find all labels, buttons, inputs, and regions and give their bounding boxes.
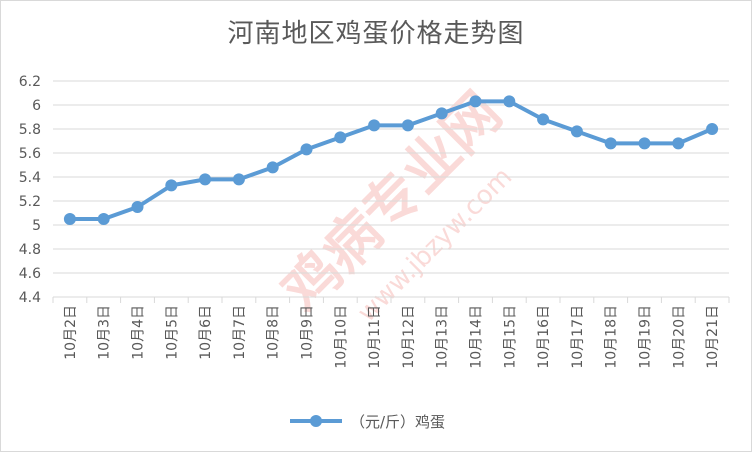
grid-layer [53,80,729,274]
y-tick-label: 4.4 [19,290,41,306]
y-tick-label: 6.2 [19,74,41,90]
series-layer [63,95,719,225]
y-tick-label: 4.6 [19,266,41,282]
data-point [638,137,651,150]
x-tick-label: 10月9日 [300,305,316,360]
data-point [503,95,516,108]
x-tick-label: 10月5日 [164,305,180,360]
x-tick-label: 10月13日 [435,305,451,369]
data-point [604,137,617,150]
y-tick-label: 5 [32,218,41,234]
y-tick-label: 6 [32,98,41,114]
label-layer: 4.4 4.6 4.8 5 5.2 5.4 5.6 5.8 6 6.2 10月2日 10月3日 10月4… [19,74,721,369]
x-tick-label: 10月2日 [63,305,79,360]
data-point [266,161,279,174]
x-tick-label: 10月14日 [469,305,485,369]
legend: （元/斤）鸡蛋 [290,409,445,433]
x-tick-label: 10月3日 [97,305,113,360]
data-point [469,95,482,108]
y-tick-label: 4.8 [19,242,41,258]
data-point [131,201,144,213]
y-tick-label: 5.2 [19,194,41,210]
x-tick-label: 10月20日 [671,305,687,369]
axis-layer [52,296,730,303]
data-point [63,213,76,225]
data-point [97,213,110,225]
x-tick-label: 10月6日 [198,305,214,360]
x-tick-label: 10月21日 [705,305,721,369]
data-point [401,119,414,132]
x-tick-label: 10月15日 [502,305,518,369]
x-tick-label: 10月12日 [401,305,417,369]
data-point [165,179,178,192]
legend-series-label: （元/斤）鸡蛋 [350,412,446,431]
data-point [368,119,381,132]
x-tick-label: 10月16日 [536,305,552,369]
data-point [672,137,685,150]
x-tick-label: 10月10日 [333,305,349,369]
data-point [537,113,550,126]
x-tick-label: 10月8日 [266,305,282,360]
data-point [706,123,719,135]
data-point [334,131,347,144]
y-tick-label: 5.8 [19,122,41,138]
x-tick-label: 10月19日 [638,305,654,369]
y-tick-label: 5.4 [19,170,41,186]
x-tick-label: 10月7日 [232,305,248,360]
x-tick-label: 10月4日 [131,305,147,360]
chart-title: 河南地区鸡蛋价格走势图 [227,19,525,49]
data-point [199,173,212,186]
x-tick-label: 10月17日 [570,305,586,369]
x-tick-label: 10月18日 [604,305,620,369]
x-tick-label: 10月11日 [367,305,383,369]
data-point [570,125,583,138]
legend-line-marker [290,414,342,428]
data-point [300,143,313,156]
data-point [232,173,245,186]
data-point [435,107,448,120]
y-tick-label: 5.6 [19,146,41,162]
